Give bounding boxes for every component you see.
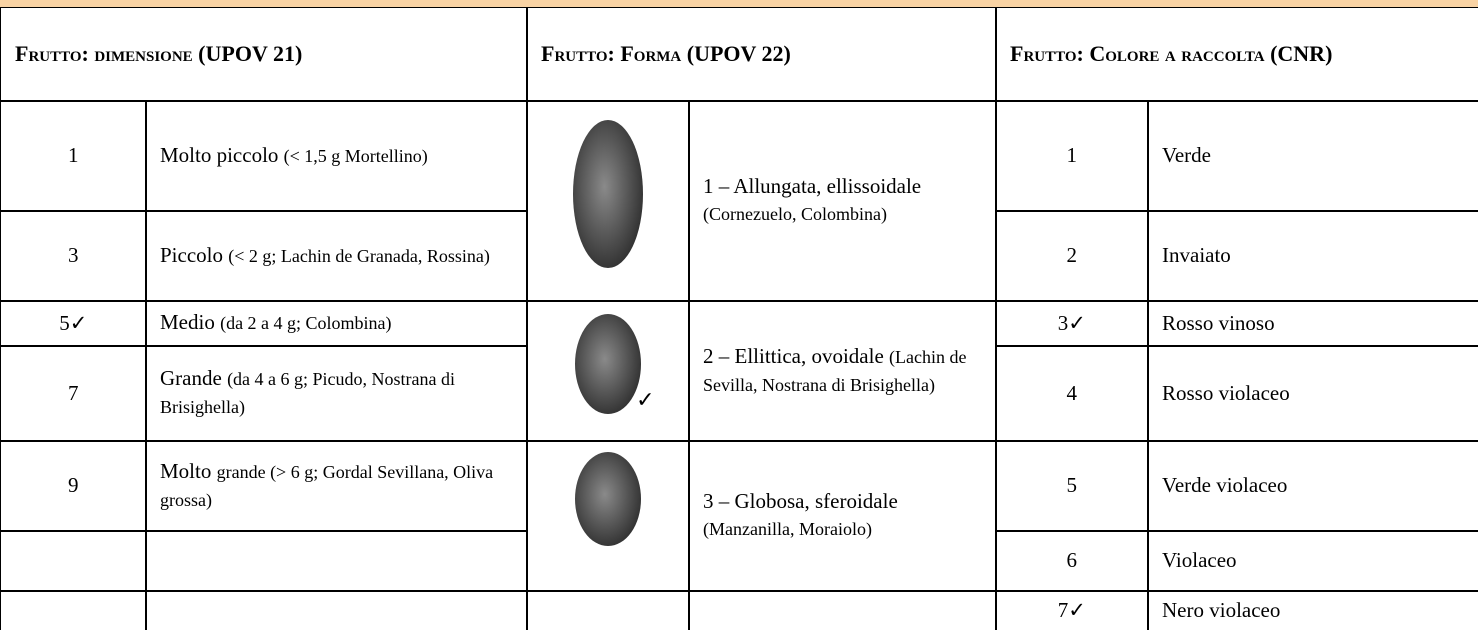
code: 7: [68, 380, 79, 405]
text-cell: [145, 590, 528, 630]
code: 3✓: [1057, 310, 1086, 335]
code-cell: 1: [0, 100, 147, 212]
code-cell: 2: [995, 210, 1149, 302]
label: 3 – Globosa, sferoidale: [703, 489, 898, 514]
code: 5: [1066, 473, 1078, 498]
label: Rosso violaceo: [1162, 380, 1290, 405]
label: 2 – Ellittica, ovoidale: [703, 343, 884, 368]
code: 7✓: [1057, 598, 1086, 623]
code-cell: 3: [0, 210, 147, 302]
text-cell: [688, 590, 997, 630]
cell-text: Grande (da 4 a 6 g; Picudo, Nostrana di …: [160, 365, 513, 421]
code-cell: 5: [995, 440, 1149, 532]
code: 6: [1066, 548, 1078, 573]
note: (Manzanilla, Moraiolo): [703, 519, 872, 540]
label: Invaiato: [1162, 243, 1231, 268]
code-cell: 5✓: [0, 300, 147, 347]
note: (< 1,5 g Mortellino): [283, 145, 428, 166]
text-cell: Nero violaceo: [1147, 590, 1478, 630]
cell-text: Rosso vinoso: [1162, 310, 1275, 337]
check-mark: ✓: [636, 386, 655, 412]
text-cell: Verde violaceo: [1147, 440, 1478, 532]
code: 5✓: [59, 310, 88, 335]
cell-text: Nero violaceo: [1162, 597, 1280, 624]
text-cell: 3 – Globosa, sferoidale (Manzanilla, Mor…: [688, 440, 997, 592]
text-cell: Verde: [1147, 100, 1478, 212]
label: 1 – Allungata, ellissoidale: [703, 174, 922, 199]
header-title: Frutto: Colore a raccolta (CNR): [1010, 41, 1333, 67]
cell-text: Molto piccolo (< 1,5 g Mortellino): [160, 142, 428, 170]
header-cell: Frutto: Colore a raccolta (CNR): [995, 7, 1478, 102]
header-cell: Frutto: dimensione (UPOV 21): [0, 7, 528, 102]
text-cell: [145, 530, 528, 592]
label: Rosso vinoso: [1162, 310, 1275, 335]
cell-text: Invaiato: [1162, 242, 1231, 269]
text-cell: Rosso violaceo: [1147, 345, 1478, 442]
label: Piccolo: [160, 242, 223, 267]
label: Violaceo: [1162, 548, 1237, 573]
text-cell: 2 – Ellittica, ovoidale (Lachin de Sevil…: [688, 300, 997, 442]
cell-text: Verde: [1162, 142, 1211, 169]
text-cell: Molto grande (> 6 g; Gordal Sevillana, O…: [145, 440, 528, 532]
cell-text: Molto grande (> 6 g; Gordal Sevillana, O…: [160, 458, 513, 514]
label: Grande: [160, 366, 222, 391]
note: grande (> 6 g; Gordal Sevillana, Oliva g…: [160, 461, 494, 510]
image-cell: [526, 590, 690, 630]
cell-text: Medio (da 2 a 4 g; Colombina): [160, 309, 392, 337]
code-cell: 6: [995, 530, 1149, 592]
code: 1: [68, 143, 79, 168]
text-cell: Molto piccolo (< 1,5 g Mortellino): [145, 100, 528, 212]
cell-text: 1 – Allungata, ellissoidale (Cornezuelo,…: [703, 173, 982, 228]
label: Nero violaceo: [1162, 598, 1281, 623]
cell-text: Violaceo: [1162, 547, 1237, 574]
olive-image: [574, 314, 641, 414]
code: 9: [68, 473, 79, 498]
cell-text: Piccolo (< 2 g; Lachin de Granada, Rossi…: [160, 242, 490, 270]
label: Verde: [1162, 143, 1211, 168]
text-cell: 1 – Allungata, ellissoidale (Cornezuelo,…: [688, 100, 997, 302]
note: (Cornezuelo, Colombina): [703, 204, 887, 225]
code-cell: 7: [0, 345, 147, 442]
text-cell: Medio (da 2 a 4 g; Colombina): [145, 300, 528, 347]
note: (da 2 a 4 g; Colombina): [220, 313, 392, 334]
code: 2: [1066, 243, 1078, 268]
image-cell: [526, 440, 690, 592]
code-cell: 4: [995, 345, 1149, 442]
note: (< 2 g; Lachin de Granada, Rossina): [228, 245, 490, 266]
code-cell: 7✓: [995, 590, 1149, 630]
text-cell: Invaiato: [1147, 210, 1478, 302]
image-cell: [526, 100, 690, 302]
code: 1: [1066, 143, 1078, 168]
code-cell: 1: [995, 100, 1149, 212]
olive-image: [572, 120, 643, 268]
cell-text: Verde violaceo: [1162, 472, 1287, 499]
header-title: Frutto: Forma (UPOV 22): [541, 41, 791, 67]
code-cell: 3✓: [995, 300, 1149, 347]
cell-text: 2 – Ellittica, ovoidale (Lachin de Sevil…: [703, 343, 982, 399]
text-cell: Grande (da 4 a 6 g; Picudo, Nostrana di …: [145, 345, 528, 442]
text-cell: Piccolo (< 2 g; Lachin de Granada, Rossi…: [145, 210, 528, 302]
code-cell: 9: [0, 440, 147, 532]
code: 4: [1066, 380, 1078, 405]
code-cell: [0, 590, 147, 630]
note: (Lachin de Sevilla, Nostrana di Brisighe…: [703, 346, 967, 395]
note: (da 4 a 6 g; Picudo, Nostrana di Brisigh…: [160, 369, 456, 418]
label: Medio: [160, 310, 215, 335]
olive-image: [574, 452, 641, 546]
header-title: Frutto: dimensione (UPOV 21): [15, 41, 303, 67]
cell-text: Rosso violaceo: [1162, 380, 1290, 407]
header-cell: Frutto: Forma (UPOV 22): [526, 7, 997, 102]
label: Molto piccolo: [160, 142, 279, 167]
text-cell: Violaceo: [1147, 530, 1478, 592]
code-cell: [0, 530, 147, 592]
code: 3: [68, 243, 79, 268]
image-cell: ✓: [526, 300, 690, 442]
label: Molto: [160, 458, 212, 483]
label: Verde violaceo: [1162, 473, 1288, 498]
cell-text: 3 – Globosa, sferoidale (Manzanilla, Mor…: [703, 488, 982, 543]
text-cell: Rosso vinoso: [1147, 300, 1478, 347]
